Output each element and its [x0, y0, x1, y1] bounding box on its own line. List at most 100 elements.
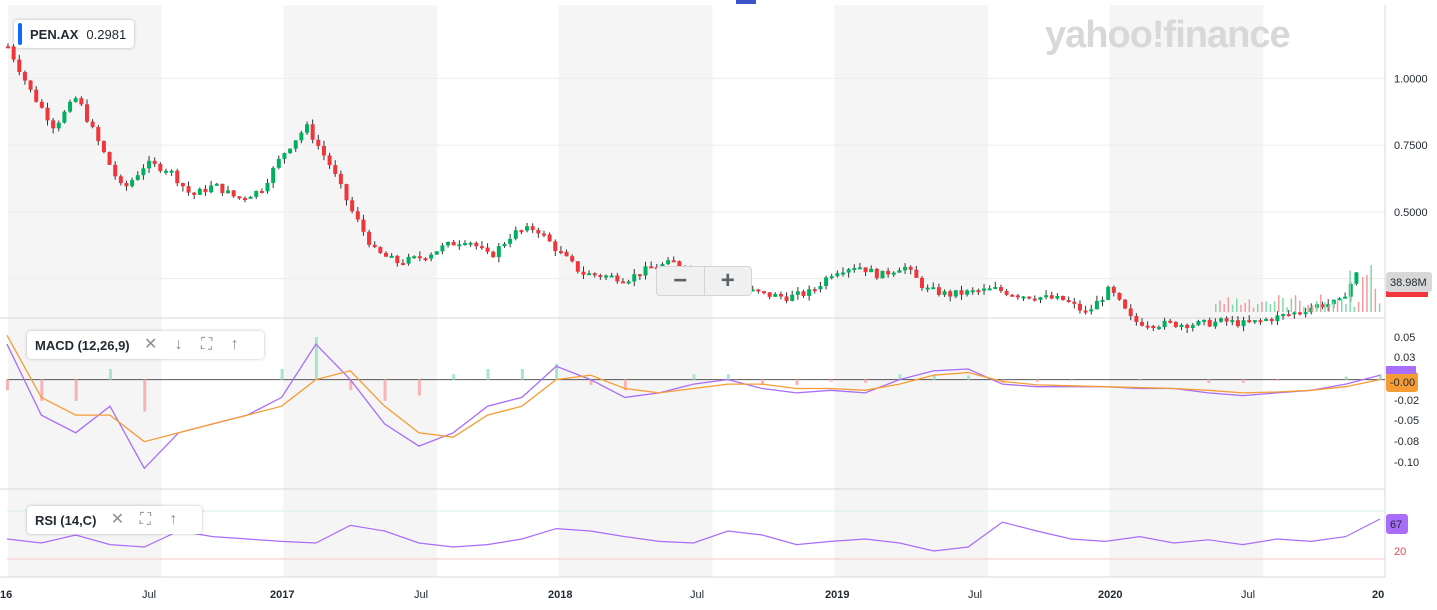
ticker-badge[interactable]: PEN.AX 0.2981 — [14, 20, 135, 48]
candle-body — [643, 266, 648, 276]
candle-body — [305, 124, 310, 133]
zoom-out-button[interactable]: − — [673, 267, 688, 294]
range-marker[interactable] — [736, 0, 756, 4]
expand-icon[interactable]: ⛶ — [139, 511, 151, 528]
candle-body — [51, 120, 56, 129]
candle-body — [423, 258, 428, 261]
candle-body — [276, 158, 281, 168]
volume-bar — [1265, 301, 1267, 312]
candle-body — [316, 139, 321, 146]
macd-histogram-bar — [1035, 379, 1039, 382]
candle-body — [96, 127, 101, 142]
candle-body — [801, 291, 806, 296]
date-tick-label: 20 — [1372, 589, 1384, 601]
volume-bar — [1345, 303, 1347, 312]
volume-bar — [1248, 299, 1251, 312]
ticker-symbol: PEN.AX — [30, 26, 79, 42]
candle-body — [1117, 292, 1122, 300]
date-tick-label: Jul — [690, 589, 704, 601]
period-band — [834, 5, 988, 577]
macd-indicator-badge[interactable]: MACD (12,26,9) ✕ ↓ ⛶ ↑ — [27, 331, 264, 359]
candle-body — [226, 190, 231, 194]
macd-histogram-bar — [967, 375, 971, 380]
volume-bar — [1252, 307, 1255, 312]
macd-value-tag-bg — [1386, 372, 1418, 392]
arrow-down-icon[interactable]: ↓ — [174, 336, 183, 353]
candle-body — [564, 251, 569, 257]
candle-body — [649, 266, 654, 269]
candle-body — [541, 233, 546, 236]
volume-bar — [1215, 303, 1217, 312]
volume-bar — [1378, 303, 1381, 312]
macd-label: MACD (12,26,9) — [35, 337, 130, 353]
price-tick-label: 0.7500 — [1394, 140, 1428, 152]
volume-bar — [1290, 298, 1293, 312]
zoom-control[interactable]: − + — [656, 266, 752, 296]
price-tick-label: 0.5000 — [1394, 207, 1428, 219]
candle-body — [130, 180, 135, 187]
candle-body — [897, 270, 902, 273]
macd-histogram-bar — [623, 379, 627, 391]
volume-bar — [1315, 300, 1318, 312]
candle-body — [84, 104, 89, 122]
candle-body — [818, 286, 823, 290]
volume-bar — [1328, 304, 1330, 312]
candle-body — [513, 230, 518, 239]
candle-body — [101, 141, 106, 153]
candle-body — [118, 176, 123, 184]
candle-body — [598, 275, 603, 278]
candle-body — [440, 245, 445, 252]
candle-body — [372, 244, 377, 248]
candle-body — [982, 288, 987, 291]
candle-body — [107, 152, 112, 165]
candle-body — [79, 98, 84, 105]
expand-icon[interactable]: ⛶ — [201, 336, 213, 353]
candle-body — [1252, 320, 1257, 323]
close-icon[interactable]: ✕ — [143, 336, 158, 353]
candle-body — [293, 140, 298, 149]
candle-body — [925, 287, 930, 290]
volume-bar — [1286, 307, 1288, 312]
candle-body — [11, 46, 16, 60]
date-tick-label: 2019 — [825, 589, 849, 601]
candle-body — [434, 251, 439, 255]
close-icon[interactable]: ✕ — [110, 511, 125, 528]
candle-body — [231, 190, 236, 197]
macd-histogram-bar — [486, 368, 490, 380]
arrow-up-icon[interactable]: ↑ — [169, 511, 178, 528]
arrow-up-icon[interactable]: ↑ — [230, 336, 239, 353]
candle-body — [457, 244, 462, 247]
candle-body — [163, 170, 168, 173]
candle-body — [242, 197, 247, 200]
candle-body — [936, 287, 941, 295]
macd-histogram-bar — [349, 379, 353, 391]
candle-body — [45, 107, 50, 121]
candle-body — [903, 266, 908, 271]
candle-body — [186, 186, 191, 193]
candle-body — [852, 268, 857, 271]
volume-bar — [1374, 288, 1377, 312]
rsi-indicator-badge[interactable]: RSI (14,C) ✕ ⛶ ↑ — [27, 506, 203, 534]
candle-body — [378, 247, 383, 253]
date-tick-label: Jul — [414, 589, 428, 601]
candle-body — [536, 229, 541, 234]
candle-body — [812, 289, 817, 292]
candle-body — [429, 254, 434, 259]
candle-body — [970, 290, 975, 293]
macd-line-tag — [1386, 366, 1416, 374]
volume-bar — [1223, 304, 1225, 312]
candle-body — [135, 175, 140, 181]
candle-body — [271, 167, 276, 183]
period-bands — [8, 5, 1264, 577]
candle-body — [209, 185, 214, 193]
candle-body — [632, 274, 637, 282]
candle-body — [998, 287, 1003, 291]
candle-body — [124, 183, 129, 187]
candle-body — [1140, 321, 1145, 326]
macd-histogram-bar — [1276, 379, 1280, 381]
axes: 1.00000.75000.50000.25000.050.03-0.02-0.… — [0, 73, 1428, 601]
candle-body — [479, 246, 484, 249]
zoom-in-button[interactable]: + — [720, 267, 735, 294]
period-band — [1109, 5, 1264, 577]
